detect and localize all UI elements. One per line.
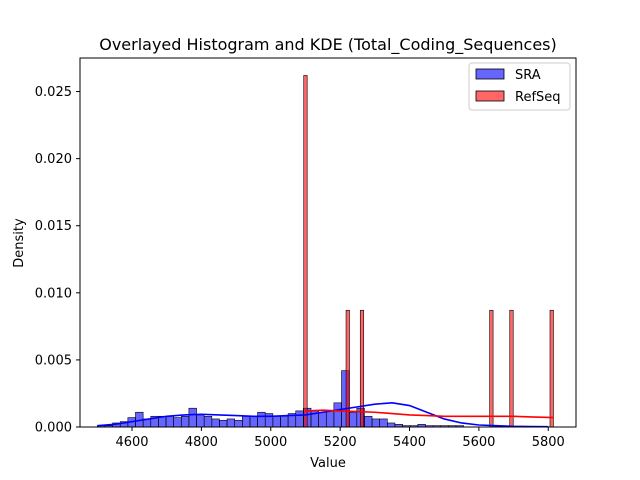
sra-bar [295,410,304,428]
sra-bar [219,419,228,428]
sra-bar [318,411,327,428]
sra-bar [226,418,235,428]
x-tick-label: 5000 [254,435,287,450]
x-axis: 4600 4800 5000 5200 5400 5600 5800 [115,427,565,450]
sra-bar [379,418,388,428]
x-tick-label: 5200 [324,435,357,450]
legend-label-sra: SRA [515,68,541,83]
sra-kde-line [97,402,549,428]
sra-bar [180,415,190,428]
legend-swatch-sra [475,68,505,80]
sra-bar [188,407,197,428]
y-axis-title: Density [12,218,27,268]
refseq-kde-line [305,409,554,419]
sra-bar [325,410,335,428]
sra-bar [211,418,220,428]
kde-lines [97,402,554,428]
sra-bar [165,415,174,428]
refseq-bar [345,309,350,428]
sra-bar [257,411,266,428]
sra-bar [249,415,258,428]
y-tick-label: 0.000 [35,421,72,436]
x-tick-label: 5400 [393,435,426,450]
refseq-bar [359,309,365,428]
x-tick-label: 4800 [185,435,218,450]
y-tick-label: 0.005 [35,353,72,368]
sra-bar [196,414,205,428]
sra-bar [173,417,182,428]
plot-area [79,57,577,428]
legend-swatch-refseq [475,90,505,102]
refseq-bar [303,75,308,428]
refseq-bar [549,309,554,428]
y-tick-label: 0.020 [35,152,72,167]
sra-bar [371,418,380,428]
legend: SRA RefSeq [468,62,571,111]
sra-bar [203,415,213,428]
legend-label-refseq: RefSeq [515,90,561,105]
x-tick-label: 5600 [462,435,495,450]
x-tick-label: 5800 [532,435,565,450]
sra-bar [333,402,342,428]
sra-bar [387,422,396,428]
x-tick-label: 4600 [115,435,148,450]
refseq-bar [509,309,514,428]
sra-bar [242,415,251,428]
plot-background [80,58,576,427]
y-tick-label: 0.025 [35,85,72,100]
sra-bar [348,411,358,428]
refseq-bars [303,75,554,428]
refseq-bar [489,309,494,428]
y-tick-label: 0.010 [35,286,72,301]
x-axis-title: Value [310,456,346,471]
sra-bar [364,415,373,428]
y-axis: 0.000 0.005 0.010 0.015 0.020 0.025 [35,85,80,436]
sra-bar [272,415,281,428]
y-tick-label: 0.015 [35,219,72,234]
sra-bar [234,419,243,428]
sra-bar [280,415,289,428]
chart-title: Overlayed Histogram and KDE (Total_Codin… [99,35,557,55]
plot-frame [79,57,577,428]
